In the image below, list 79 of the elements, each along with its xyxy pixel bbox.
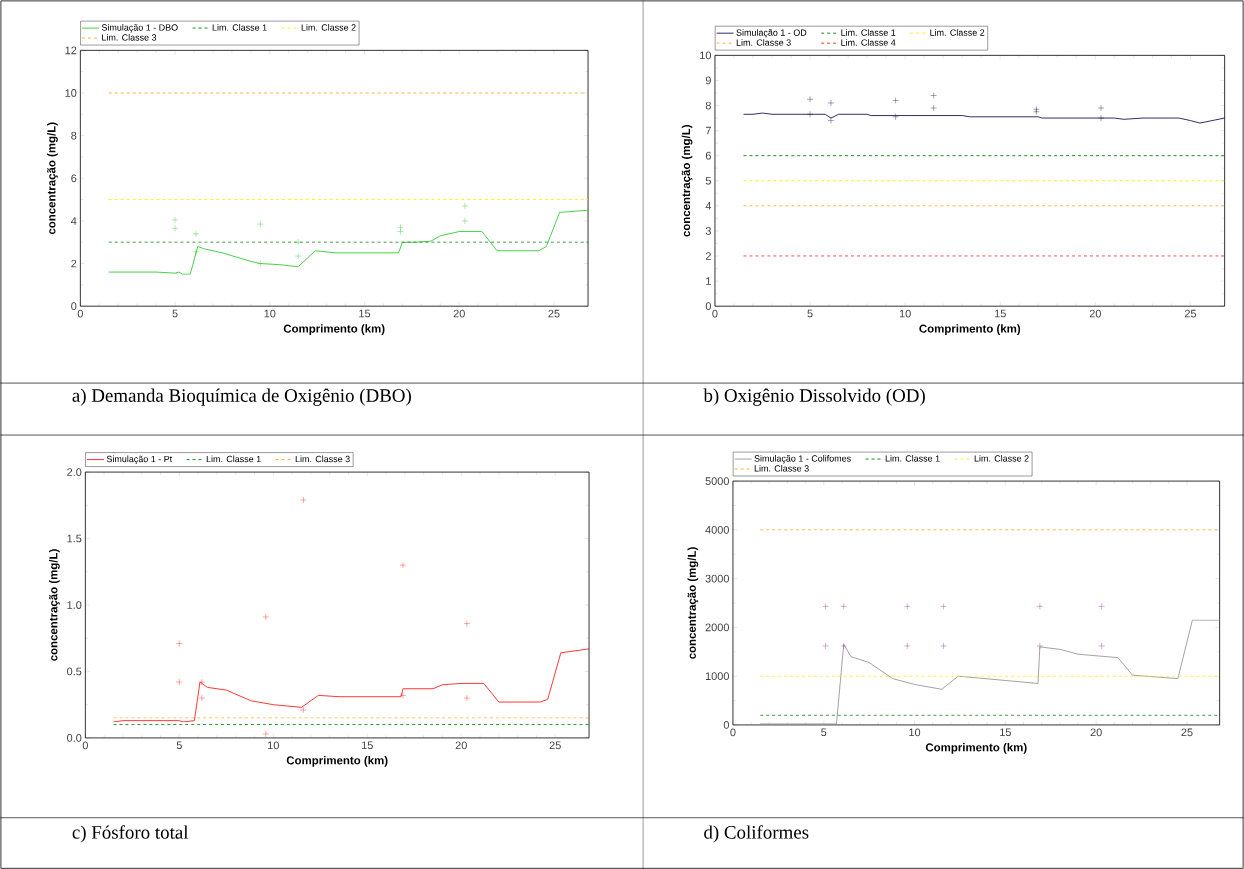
x-tick-label: 20: [1090, 728, 1102, 737]
y-tick-label: 4: [705, 201, 712, 210]
x-tick-label: 10: [909, 728, 921, 737]
legend-label: Lim. Classe 3: [754, 464, 809, 472]
x-tick-label: 0: [730, 728, 736, 737]
y-tick-label: 2: [705, 252, 711, 260]
y-tick-label: 1.0: [67, 601, 82, 609]
x-tick-label: 5: [821, 728, 827, 736]
x-tick-label: 5: [172, 309, 178, 318]
x-tick-label: 15: [359, 309, 371, 318]
y-tick-label: 1.5: [67, 534, 82, 543]
x-tick-label: 20: [455, 741, 467, 750]
y-tick-label: 0.5: [67, 667, 82, 676]
y-tick-label: 0: [723, 720, 729, 729]
legend-label: Lim. Classe 2: [301, 23, 356, 31]
legend-label: Lim. Classe 1: [841, 29, 896, 36]
x-tick-label: 10: [268, 741, 279, 750]
x-tick-label: 25: [1181, 728, 1193, 737]
y-tick-label: 2.0: [67, 468, 82, 476]
legend-label: Lim. Classe 3: [102, 33, 157, 41]
y-tick-label: 10: [700, 51, 711, 60]
y-axis-title: concentração (mg/L): [687, 547, 699, 659]
y-tick-label: 7: [705, 126, 711, 135]
y-tick-label: 2: [71, 259, 77, 268]
y-tick-label: 6: [705, 151, 711, 160]
x-axis-title: Comprimento (km): [925, 742, 1027, 754]
y-tick-label: 4000: [705, 525, 729, 534]
x-tick-label: 10: [899, 309, 911, 318]
y-tick-label: 8: [705, 101, 711, 110]
x-tick-label: 0: [82, 741, 88, 750]
y-tick-label: 1: [706, 277, 711, 285]
legend-label: Lim. Classe 3: [295, 455, 350, 463]
y-axis-title: concentração (mg/L): [681, 124, 693, 237]
y-tick-label: 5: [705, 176, 711, 185]
x-tick-label: 15: [994, 309, 1006, 318]
legend-label: Lim. Classe 4: [841, 39, 896, 46]
x-tick-label: 25: [548, 309, 560, 318]
y-tick-label: 2000: [705, 623, 729, 632]
x-tick-label: 15: [1000, 728, 1011, 736]
x-tick-label: 5: [807, 309, 813, 318]
legend-label: Lim. Classe 1: [212, 23, 267, 31]
x-axis-title: Comprimento (km): [283, 324, 385, 335]
x-tick-label: 25: [549, 741, 561, 750]
y-tick-label: 3: [705, 226, 711, 235]
x-tick-label: 5: [176, 741, 182, 749]
legend-label: Simulação 1 - DBO: [101, 23, 178, 33]
y-tick-label: 0: [705, 302, 711, 310]
legend-label: Lim. Classe 2: [930, 29, 985, 36]
x-tick-label: 20: [1089, 309, 1101, 318]
y-tick-label: 10: [65, 89, 77, 97]
y-tick-label: 0: [71, 302, 77, 310]
y-axis-title: concentração (mg/L): [49, 549, 60, 661]
x-tick-label: 20: [453, 309, 465, 318]
legend-label: Lim. Classe 1: [206, 455, 261, 463]
legend-label: Simulação 1 - OD: [736, 29, 807, 38]
text: a) Demanda Bioquímica de Oxigênio (DBO): [72, 388, 411, 406]
x-axis-title: Comprimento (km): [919, 324, 1021, 335]
y-tick-label: 12: [65, 46, 77, 55]
y-tick-label: 0.0: [67, 733, 82, 742]
y-axis-title: concentração (mg/L): [47, 122, 58, 235]
y-tick-label: 3000: [705, 574, 729, 583]
legend-label: Lim. Classe 1: [885, 454, 940, 462]
y-tick-label: 9: [705, 76, 711, 85]
x-tick-label: 25: [1184, 309, 1197, 318]
x-axis-title: Comprimento (km): [286, 755, 388, 767]
y-tick-label: 6: [71, 174, 77, 183]
x-tick-label: 10: [264, 309, 276, 318]
y-tick-label: 8: [71, 131, 77, 140]
legend-label: Simulação 1 - Colifomes: [754, 454, 851, 464]
text: d) Coliformes: [704, 825, 809, 843]
legend-label: Lim. Classe 2: [974, 454, 1029, 462]
legend-label: Simulação 1 - Pt: [106, 455, 173, 464]
y-tick-label: 5000: [705, 477, 729, 485]
y-tick-label: 4: [70, 217, 77, 225]
x-tick-label: 15: [362, 741, 373, 749]
legend-label: Lim. Classe 3: [736, 39, 791, 46]
y-tick-label: 1000: [705, 672, 729, 680]
text: c) Fósforo total: [72, 825, 189, 843]
text: b) Oxigênio Dissolvido (OD): [703, 388, 925, 406]
